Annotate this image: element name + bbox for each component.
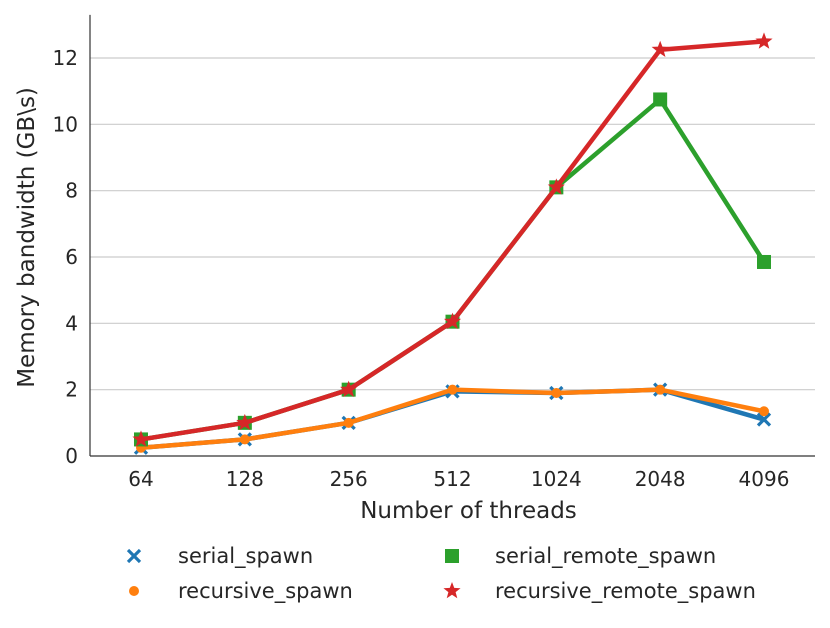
legend-marker: [126, 548, 142, 564]
series-line: [138, 39, 767, 442]
y-tick-label: 8: [65, 179, 78, 203]
x-tick-label: 4096: [739, 467, 790, 491]
x-tick-label: 256: [330, 467, 368, 491]
data-point: [759, 406, 769, 417]
data-point: [551, 387, 562, 398]
legend-item: recursive_remote_spawn: [443, 579, 756, 604]
data-point: [651, 40, 669, 57]
data-point: [755, 32, 773, 49]
data-point: [239, 434, 250, 445]
data-point: [447, 384, 458, 395]
x-tick-label: 128: [226, 467, 264, 491]
data-point: [653, 92, 668, 107]
legend-label: recursive_remote_spawn: [495, 579, 756, 604]
x-tick-label: 1024: [531, 467, 582, 491]
y-tick-labels: 0 2 4 6 8 10 12: [53, 46, 78, 468]
x-tick-labels: 64 128 256 512 1024 2048 4096: [128, 467, 789, 491]
data-point: [547, 178, 565, 195]
legend-item: recursive_spawn: [129, 579, 353, 604]
data-point: [340, 380, 358, 397]
legend-item: serial_remote_spawn: [445, 544, 716, 569]
legend-marker: [129, 586, 139, 596]
series-recursive_remote_spawn: [132, 32, 773, 447]
data-point: [757, 254, 771, 269]
y-tick-label: 10: [53, 112, 78, 136]
data-point: [655, 384, 666, 395]
legend-label: serial_remote_spawn: [495, 544, 716, 569]
data-point: [236, 413, 254, 431]
x-tick-label: 64: [128, 467, 153, 491]
grid-lines: [90, 57, 815, 391]
legend-item: serial_spawn: [126, 544, 313, 569]
y-tick-label: 2: [65, 378, 78, 402]
legend-label: serial_spawn: [178, 544, 313, 569]
data-point: [343, 417, 354, 428]
x-tick-label: 512: [433, 467, 471, 491]
data-point: [443, 312, 462, 329]
legend-marker: [443, 582, 461, 599]
y-axis-label: Memory bandwidth (GB\s): [14, 87, 40, 388]
legend: serial_spawn recursive_spawn serial_remote…: [126, 544, 756, 604]
y-tick-label: 12: [53, 46, 78, 70]
legend-label: recursive_spawn: [178, 579, 353, 604]
legend-marker: [445, 549, 459, 563]
y-tick-label: 6: [65, 245, 78, 269]
data-point: [132, 430, 150, 447]
y-tick-label: 0: [65, 444, 78, 468]
data-point: [756, 412, 772, 427]
x-axis-label: Number of threads: [360, 498, 577, 524]
series-layer: [132, 32, 773, 455]
x-tick-label: 2048: [635, 467, 686, 491]
series-line: [138, 387, 767, 450]
y-tick-label: 4: [65, 311, 78, 335]
